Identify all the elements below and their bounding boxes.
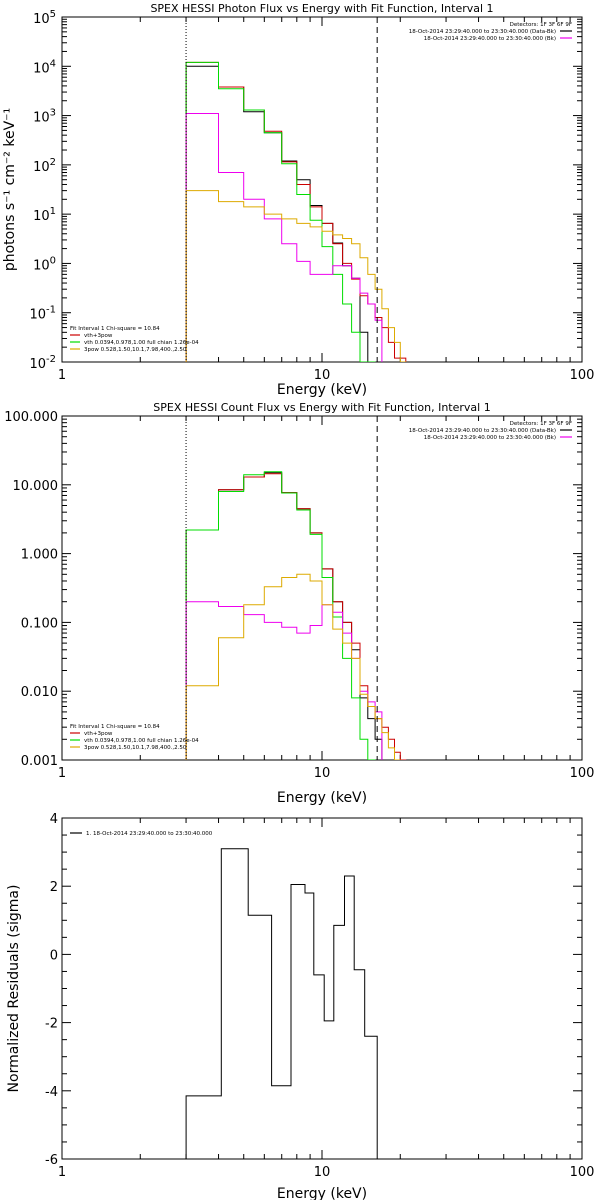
series-line-5 <box>185 573 401 760</box>
legend-entry: vth+3pow <box>84 731 113 737</box>
y-tick-label: 103 <box>33 108 56 126</box>
series-line-4 <box>185 113 383 362</box>
y-axis-label: Normalized Residuals (sigma) <box>6 885 22 1093</box>
x-axis-label: Energy (keV) <box>277 1186 367 1200</box>
y-tick-label: -6 <box>45 1153 58 1168</box>
series-line-2 <box>185 61 407 362</box>
x-tick-label: 10 <box>314 1165 331 1180</box>
y-tick-label: 4 <box>50 812 58 827</box>
panel-2: SPEX HESSI Count Flux vs Energy with Fit… <box>4 401 594 806</box>
y-tick-label: 100 <box>33 255 56 273</box>
plot-frame <box>61 817 583 1160</box>
y-tick-label: 2 <box>50 880 58 895</box>
legend-entry: vth 0.0394,0.978,1.00 full chian 1.26e-0… <box>84 738 199 744</box>
legend-entry: vth 0.0394,0.978,1.00 full chian 1.26e-0… <box>84 340 199 346</box>
y-tick-label: 1.000 <box>21 548 58 563</box>
y-tick-label: 104 <box>33 58 56 76</box>
y-tick-label: -4 <box>45 1085 58 1100</box>
x-axis: 1 10 100 Energy (keV) <box>58 818 595 1200</box>
x-tick-label: 100 <box>570 368 595 383</box>
legend-top: 1. 18-Oct-2014 23:29:40.000 to 23:30:40.… <box>70 831 213 837</box>
legend-entry: 18-Oct-2014 23:29:40.000 to 23:30:40.000… <box>424 435 556 441</box>
series-group <box>185 61 407 362</box>
series-line-3 <box>185 471 376 760</box>
chart-title: SPEX HESSI Count Flux vs Energy with Fit… <box>153 401 490 414</box>
legend-entry: Detectors: 1F 3F 6F 9F <box>510 22 572 28</box>
panel-3: 1 10 100 Energy (keV) -6 -4 -2 0 2 4 Normalized Re… <box>6 812 594 1200</box>
y-tick-label: 10-2 <box>29 354 56 372</box>
y-tick-label: 100.000 <box>4 410 58 425</box>
series-line-1 <box>185 848 378 1159</box>
chart-title: SPEX HESSI Photon Flux vs Energy with Fi… <box>150 2 493 15</box>
y-axis: -6 -4 -2 0 2 4 Normalized Residuals (sigma) <box>6 812 582 1168</box>
legend-entry: vth+3pow <box>84 333 113 339</box>
legend-entry: Detectors: 1F 3F 6F 9F <box>510 421 572 427</box>
y-axis-label: photons s⁻¹ cm⁻² keV⁻¹ <box>2 108 18 271</box>
y-tick-label: 0.100 <box>21 616 58 631</box>
legend-entry: 18-Oct-2014 23:29:40.000 to 23:30:40.000… <box>409 29 556 35</box>
x-tick-label: 1 <box>58 766 66 781</box>
series-line-1 <box>185 65 383 362</box>
x-tick-label: 100 <box>570 766 595 781</box>
y-tick-label: 102 <box>33 157 56 175</box>
x-tick-label: 1 <box>58 368 66 383</box>
legend-entry: Fit Interval 1 Chi-square = 10.84 <box>70 326 160 332</box>
x-axis-label: Energy (keV) <box>277 790 367 806</box>
series-line-2 <box>185 473 407 760</box>
series-line-1 <box>185 472 383 760</box>
y-tick-label: 0.001 <box>21 754 58 769</box>
series-line-4 <box>185 601 383 760</box>
x-axis: 1 10 100 Energy (keV) <box>58 416 595 806</box>
x-tick-label: 1 <box>58 1165 66 1180</box>
y-tick-label: 0 <box>50 948 58 963</box>
legend-entry: 3pow 0.528,1.50,10.1,7.98,400.,2.50 <box>84 745 187 751</box>
legend-entry: 18-Oct-2014 23:29:40.000 to 23:30:40.000… <box>409 428 556 434</box>
y-axis: 0.001 0.010 0.100 1.000 10.000 100.000 <box>4 410 582 769</box>
y-tick-label: -2 <box>45 1017 58 1032</box>
y-tick-label: 105 <box>33 9 56 27</box>
y-tick-label: 10.000 <box>13 479 59 494</box>
legend-entry: Fit Interval 1 Chi-square = 10.84 <box>70 724 160 730</box>
y-tick-label: 10-1 <box>29 305 56 323</box>
series-line-3 <box>185 61 376 362</box>
legend-entry: 1. 18-Oct-2014 23:29:40.000 to 23:30:40.… <box>86 831 213 837</box>
panel-1: SPEX HESSI Photon Flux vs Energy with Fi… <box>2 2 594 398</box>
x-tick-label: 100 <box>570 1165 595 1180</box>
series-group <box>185 471 407 760</box>
legend-entry: 3pow 0.528,1.50,10.1,7.98,400.,2.50 <box>84 347 187 353</box>
y-tick-label: 101 <box>33 206 56 224</box>
legend-entry: 18-Oct-2014 23:29:40.000 to 23:30:40.000… <box>424 36 556 42</box>
x-axis-label: Energy (keV) <box>277 382 367 398</box>
legend-fit: Fit Interval 1 Chi-square = 10.84vth+3po… <box>70 326 199 353</box>
x-axis: 1 10 100 Energy (keV) <box>58 17 595 398</box>
x-tick-label: 10 <box>314 766 331 781</box>
legend-fit: Fit Interval 1 Chi-square = 10.84vth+3po… <box>70 724 199 751</box>
x-tick-label: 10 <box>314 368 331 383</box>
y-axis: 10-2 10-1 100 101 102 103 104 105 photons s⁻¹ cm… <box>2 9 582 372</box>
y-tick-label: 0.010 <box>21 685 58 700</box>
series-line-5 <box>185 190 407 362</box>
plot-frame <box>61 16 583 363</box>
series-group <box>185 848 378 1159</box>
